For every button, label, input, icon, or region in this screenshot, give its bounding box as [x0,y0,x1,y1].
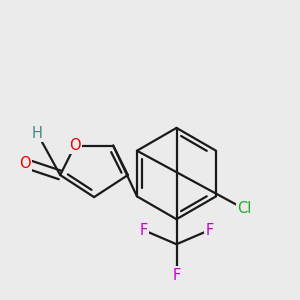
Text: H: H [32,126,43,141]
Text: Cl: Cl [237,201,251,216]
Text: F: F [172,268,181,283]
Text: O: O [69,138,81,153]
Text: F: F [206,223,214,238]
Text: F: F [140,223,148,238]
Text: O: O [19,156,31,171]
